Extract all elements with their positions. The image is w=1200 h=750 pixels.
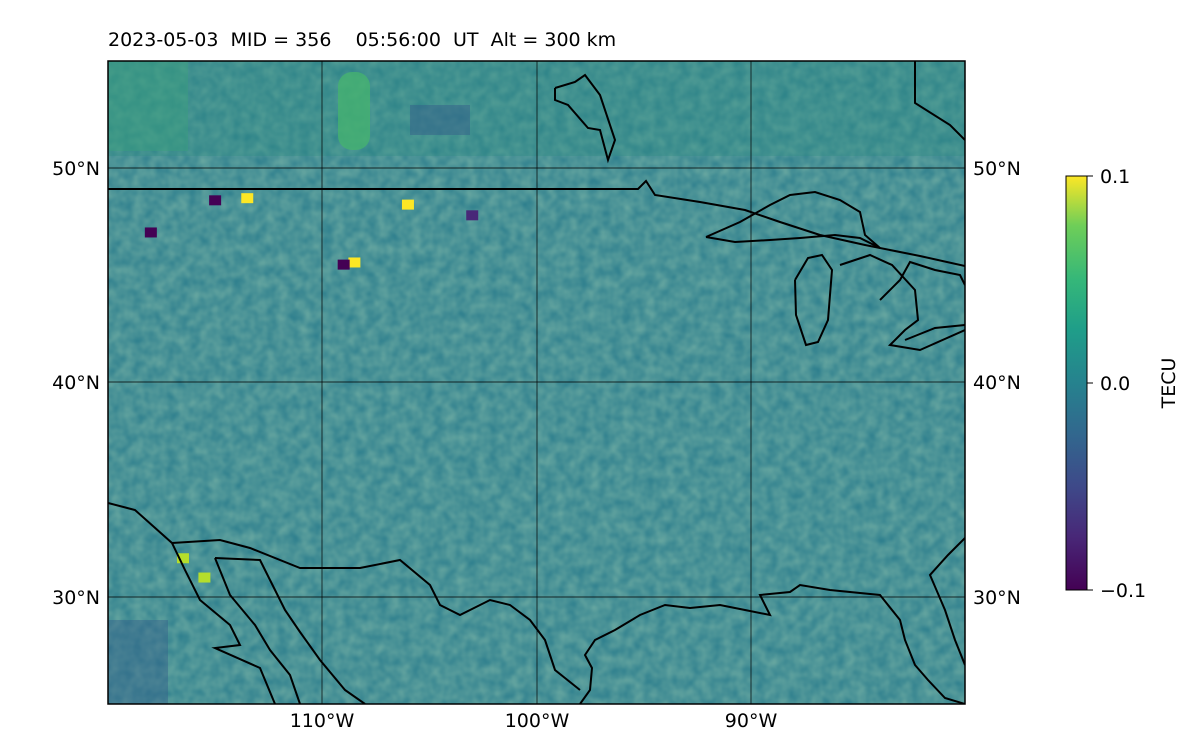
plot-title: 2023-05-03 MID = 356 05:56:00 UT Alt = 3… bbox=[108, 29, 616, 51]
colorbar-tick-label: 0.1 bbox=[1100, 166, 1130, 188]
title-time: 05:56:00 UT bbox=[355, 29, 479, 51]
coastlines bbox=[108, 61, 965, 704]
y-tick-label-right: 30°N bbox=[973, 587, 1021, 609]
x-tick-label: 90°W bbox=[725, 710, 778, 732]
title-alt: Alt = 300 km bbox=[490, 29, 617, 51]
y-tick-label-left: 50°N bbox=[52, 158, 100, 180]
hotspot-cell bbox=[241, 193, 254, 204]
colorbar-ticks bbox=[1087, 175, 1093, 591]
colorbar-tick-label: −0.1 bbox=[1100, 580, 1146, 602]
y-tick-label-left: 30°N bbox=[52, 587, 100, 609]
hotspot-cell bbox=[466, 210, 479, 221]
hotspot-cell bbox=[198, 572, 211, 583]
colorbar-tick-label: 0.0 bbox=[1100, 373, 1130, 395]
hotspot-cell bbox=[176, 553, 189, 564]
x-tick-label: 100°W bbox=[505, 710, 570, 732]
hotspot-layer bbox=[144, 193, 479, 583]
y-tick-label-left: 40°N bbox=[52, 372, 100, 394]
tec-heatmap bbox=[108, 61, 965, 704]
title-mid: MID = 356 bbox=[230, 29, 332, 51]
colorbar-title: TECU bbox=[1158, 358, 1180, 410]
title-date: 2023-05-03 bbox=[108, 29, 219, 51]
graticule bbox=[108, 61, 965, 704]
hotspot-cell bbox=[209, 195, 222, 206]
colorbar bbox=[1065, 175, 1088, 591]
hotspot-cell bbox=[401, 199, 414, 210]
y-tick-label-right: 40°N bbox=[973, 372, 1021, 394]
hotspot-cell bbox=[348, 257, 361, 268]
hotspot-cell bbox=[144, 227, 157, 238]
plot-frame bbox=[107, 60, 966, 705]
hotspot-cell bbox=[337, 259, 350, 270]
x-tick-label: 110°W bbox=[290, 710, 355, 732]
y-tick-label-right: 50°N bbox=[973, 158, 1021, 180]
